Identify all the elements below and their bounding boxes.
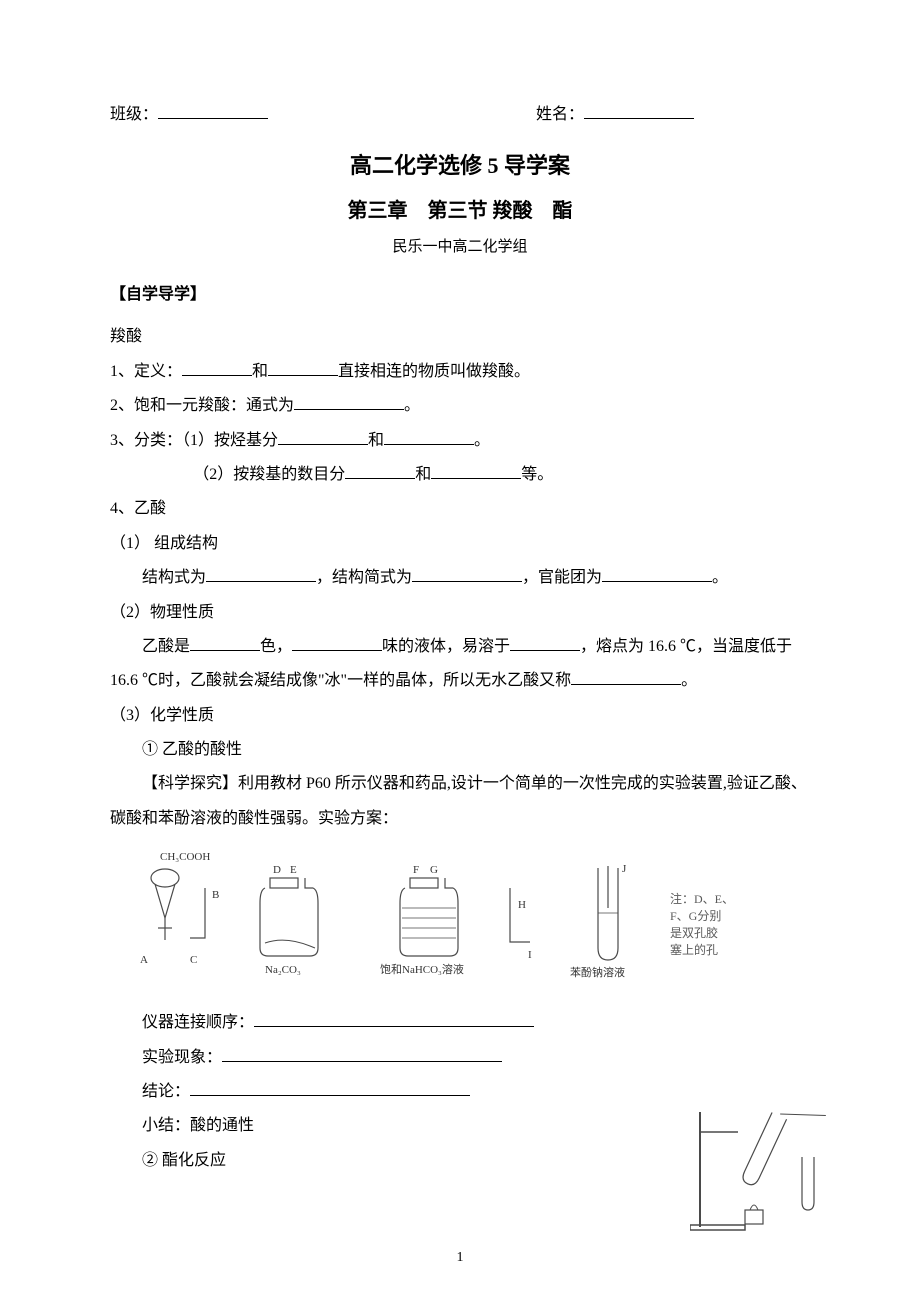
name-label: 姓名： xyxy=(536,106,584,123)
blank[interactable] xyxy=(510,634,580,651)
blank[interactable] xyxy=(412,565,522,582)
label-j: J xyxy=(622,863,627,875)
phenomenon-line: 实验现象： xyxy=(110,1041,810,1075)
item3-pre: 3、分类：（1）按烃基分 xyxy=(110,432,278,449)
phys-prop-line: 乙酸是色，味的液体，易溶于，熔点为 16.6 ℃，当温度低于 16.6 ℃时，乙… xyxy=(110,630,810,699)
label-nahco3: 饱和NaHCO₃溶液 xyxy=(380,962,464,976)
apparatus-diagram: CH₃COOH A B C D E Na₂CO₃ F G xyxy=(110,848,810,988)
blank[interactable] xyxy=(602,565,712,582)
blank[interactable] xyxy=(206,565,316,582)
label-h: H xyxy=(518,899,526,911)
phenomenon-label: 实验现象： xyxy=(142,1049,222,1066)
item3b-post: 等。 xyxy=(521,466,553,483)
structure-line: 结构式为 ，结构简式为 ，官能团为 。 xyxy=(110,561,810,595)
label-e: E xyxy=(290,864,297,876)
author-line: 民乐一中高二化学组 xyxy=(110,235,810,256)
txt: 。 xyxy=(712,569,728,586)
topic-heading: 羧酸 xyxy=(110,320,810,354)
txt: 结构式为 xyxy=(142,569,206,586)
flask-diagram xyxy=(690,1102,830,1232)
main-title: 高二化学选修 5 导学案 xyxy=(110,148,810,180)
label-i: I xyxy=(528,949,532,961)
name-blank[interactable] xyxy=(584,102,694,119)
blank[interactable] xyxy=(278,428,368,445)
label-g: G xyxy=(430,864,438,876)
txt: 。 xyxy=(681,672,697,689)
item4-heading: 4、乙酸 xyxy=(110,492,810,526)
class-label: 班级： xyxy=(110,106,158,123)
note-line4: 塞上的孔 xyxy=(670,942,718,957)
blank[interactable] xyxy=(345,462,415,479)
item4-3-1: ① 乙酸的酸性 xyxy=(110,733,810,767)
item2-pre: 2、饱和一元羧酸：通式为 xyxy=(110,397,294,414)
label-na2co3: Na₂CO₃ xyxy=(265,964,301,976)
blank[interactable] xyxy=(384,428,474,445)
blank[interactable] xyxy=(254,1010,534,1027)
label-d: D xyxy=(273,864,281,876)
class-blank[interactable] xyxy=(158,102,268,119)
item1-post: 直接相连的物质叫做羧酸。 xyxy=(338,363,530,380)
classify-line-2: （2）按羧基的数目分 和 等。 xyxy=(110,458,810,492)
blank[interactable] xyxy=(190,634,260,651)
page-number: 1 xyxy=(0,1250,920,1266)
item2-post: 。 xyxy=(404,397,420,414)
blank[interactable] xyxy=(294,393,404,410)
explore-text: 【科学探究】利用教材 P60 所示仪器和药品,设计一个简单的一次性完成的实验装置… xyxy=(110,767,810,836)
note-line3: 是双孔胶 xyxy=(670,925,718,940)
txt: 色， xyxy=(260,638,292,655)
label-ch3cooh: CH₃COOH xyxy=(160,851,210,863)
txt: 乙酸是 xyxy=(142,638,190,655)
conclusion-label: 结论： xyxy=(142,1083,190,1100)
blank[interactable] xyxy=(431,462,521,479)
item3-mid: 和 xyxy=(368,432,384,449)
formula-line: 2、饱和一元羧酸：通式为 。 xyxy=(110,389,810,423)
item4-2-heading: （2）物理性质 xyxy=(110,596,810,630)
item3-post: 。 xyxy=(474,432,490,449)
note-line1: 注：D、E、 xyxy=(670,891,734,906)
txt: 味的液体，易溶于 xyxy=(382,638,510,655)
txt: ，官能团为 xyxy=(522,569,602,586)
label-f: F xyxy=(413,864,419,876)
blank[interactable] xyxy=(190,1079,470,1096)
blank[interactable] xyxy=(182,359,252,376)
item3b-mid: 和 xyxy=(415,466,431,483)
blank[interactable] xyxy=(292,634,382,651)
item1-mid: 和 xyxy=(252,363,268,380)
item1-pre: 1、定义： xyxy=(110,363,182,380)
blank[interactable] xyxy=(571,668,681,685)
item3b-pre: （2）按羧基的数目分 xyxy=(193,466,345,483)
blank[interactable] xyxy=(268,359,338,376)
connect-order-line: 仪器连接顺序： xyxy=(110,1006,810,1040)
item4-1-heading: （1） 组成结构 xyxy=(110,527,810,561)
label-c: C xyxy=(190,954,197,966)
connect-label: 仪器连接顺序： xyxy=(142,1014,254,1031)
classify-line-1: 3、分类：（1）按烃基分 和 。 xyxy=(110,424,810,458)
item4-3-heading: （3）化学性质 xyxy=(110,699,810,733)
label-b: B xyxy=(212,889,219,901)
blank[interactable] xyxy=(222,1045,502,1062)
definition-line: 1、定义： 和 直接相连的物质叫做羧酸。 xyxy=(110,355,810,389)
note-line2: F、G分别 xyxy=(670,909,721,923)
label-phenol: 苯酚钠溶液 xyxy=(570,965,625,979)
chapter-title: 第三章 第三节 羧酸 酯 xyxy=(110,194,810,223)
txt: ，结构简式为 xyxy=(316,569,412,586)
self-study-heading: 【自学导学】 xyxy=(110,278,810,312)
label-a: A xyxy=(140,954,148,966)
